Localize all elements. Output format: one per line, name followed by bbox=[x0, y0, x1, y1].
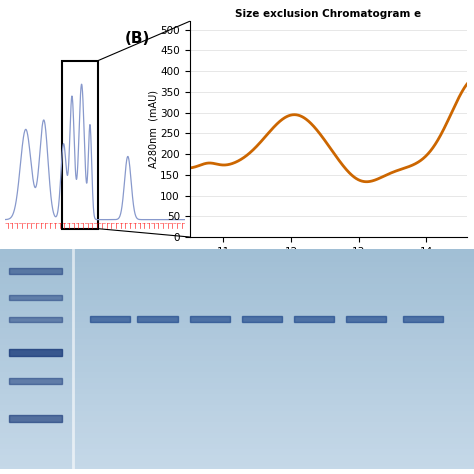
Bar bbox=[0, 453, 474, 458]
Bar bbox=[0, 398, 474, 403]
Bar bbox=[90, 316, 130, 322]
Bar bbox=[0, 458, 474, 464]
Bar bbox=[0, 310, 474, 315]
Bar bbox=[0, 271, 474, 276]
Bar bbox=[0, 414, 474, 419]
Bar bbox=[294, 316, 334, 322]
Bar bbox=[0, 255, 474, 260]
Bar bbox=[0, 354, 474, 359]
Bar bbox=[0, 381, 474, 387]
Bar bbox=[0, 320, 474, 326]
Bar bbox=[0, 287, 474, 293]
Bar bbox=[0, 348, 474, 354]
Bar bbox=[0, 375, 474, 381]
Text: (B): (B) bbox=[125, 31, 150, 46]
Bar bbox=[0, 293, 474, 299]
Bar bbox=[0, 282, 474, 287]
Bar bbox=[9, 294, 62, 300]
Bar bbox=[0, 436, 474, 442]
Bar bbox=[0, 331, 474, 337]
Bar bbox=[0, 425, 474, 431]
Title: Size exclusion Chromatogram e: Size exclusion Chromatogram e bbox=[235, 9, 421, 19]
Bar bbox=[0, 326, 474, 331]
Bar bbox=[137, 316, 178, 322]
Bar bbox=[0, 370, 474, 375]
Bar bbox=[242, 316, 282, 322]
Bar bbox=[0, 265, 474, 271]
Bar bbox=[0, 359, 474, 365]
Bar bbox=[346, 316, 386, 322]
Bar bbox=[0, 365, 474, 370]
Bar bbox=[9, 348, 62, 356]
Bar bbox=[0, 419, 474, 425]
Bar bbox=[0, 299, 474, 304]
Y-axis label: A280nm  (mAU): A280nm (mAU) bbox=[149, 90, 159, 168]
Bar bbox=[9, 268, 62, 274]
Bar bbox=[0, 337, 474, 343]
Bar bbox=[0, 431, 474, 436]
Bar bbox=[62, 61, 98, 228]
Bar bbox=[0, 464, 474, 469]
Bar bbox=[0, 343, 474, 348]
Bar bbox=[0, 260, 474, 265]
Bar bbox=[0, 442, 474, 447]
Bar bbox=[0, 403, 474, 409]
Bar bbox=[0, 409, 474, 414]
Bar bbox=[190, 316, 230, 322]
Bar bbox=[9, 415, 62, 422]
Bar bbox=[0, 447, 474, 453]
Bar bbox=[0, 315, 474, 320]
Bar bbox=[0, 249, 474, 255]
Bar bbox=[0, 304, 474, 310]
Bar bbox=[0, 392, 474, 398]
Bar bbox=[0, 387, 474, 392]
Bar bbox=[403, 316, 443, 322]
Bar bbox=[9, 378, 62, 384]
Bar bbox=[0, 276, 474, 282]
Bar bbox=[9, 317, 62, 322]
